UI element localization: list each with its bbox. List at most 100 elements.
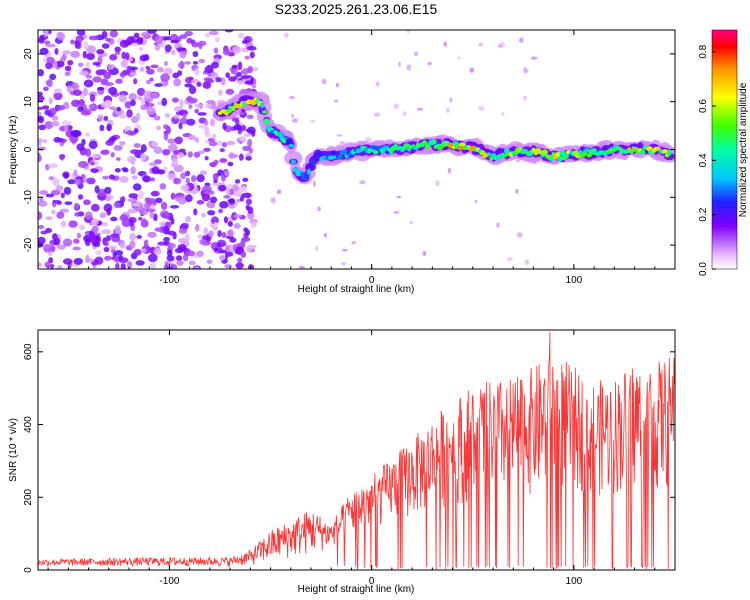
heatmap-noise-cell xyxy=(38,200,48,207)
heatmap-noise-cell xyxy=(99,124,105,132)
heatmap-ridge-cell xyxy=(422,140,428,146)
heatmap-noise-cell xyxy=(101,228,112,235)
heatmap-noise-cell xyxy=(180,172,187,180)
colorbar-tick-label: 0.2 xyxy=(698,207,709,221)
heatmap-noise-cell xyxy=(336,134,343,137)
heatmap-noise-cell xyxy=(238,153,244,161)
heatmap-noise-cell xyxy=(247,65,254,74)
heatmap-noise-cell xyxy=(524,259,530,265)
heatmap-noise-cell xyxy=(169,204,180,209)
heatmap-noise-cell xyxy=(194,103,203,108)
heatmap-noise-cell xyxy=(170,217,175,225)
heatmap-noise-cell xyxy=(202,81,212,89)
heatmap-noise-cell xyxy=(84,211,93,220)
heatmap-noise-cell xyxy=(292,118,298,123)
heatmap-noise-cell xyxy=(193,208,198,216)
heatmap-noise-cell xyxy=(203,227,209,235)
heatmap-noise-cell xyxy=(201,193,211,202)
heatmap-noise-cell xyxy=(198,58,206,64)
heatmap-noise-cell xyxy=(416,107,424,111)
heatmap-noise-cell xyxy=(163,132,169,141)
heatmap-noise-cell xyxy=(298,265,306,269)
heatmap-noise-cell xyxy=(393,211,400,214)
heatmap-noise-cell xyxy=(56,211,65,219)
heatmap-noise-cell xyxy=(118,114,128,119)
heatmap-noise-cell xyxy=(136,87,146,96)
chart-title: S233.2025.261.23.06.E15 xyxy=(275,1,438,17)
heatmap-noise-cell xyxy=(113,250,124,256)
heatmap-noise-cell xyxy=(109,245,117,250)
heatmap-noise-cell xyxy=(206,64,212,71)
heatmap-noise-cell xyxy=(56,244,66,250)
heatmap-noise-cell xyxy=(170,192,176,200)
heatmap-ridge-cell xyxy=(306,168,312,175)
heatmap-noise-cell xyxy=(187,134,196,141)
heatmap-noise-cell xyxy=(141,248,147,253)
heatmap-noise-cell xyxy=(139,55,148,62)
heatmap-noise-cell xyxy=(373,112,381,117)
heatmap-noise-cell xyxy=(164,112,170,118)
heatmap-noise-cell xyxy=(233,123,242,131)
heatmap-noise-cell xyxy=(375,81,380,87)
heatmap-noise-cell xyxy=(80,110,91,116)
heatmap-noise-cell xyxy=(515,158,521,163)
heatmap-noise-cell xyxy=(182,113,187,118)
heatmap-noise-cell xyxy=(143,90,153,100)
heatmap-noise-cell xyxy=(199,170,208,175)
heatmap-noise-cell xyxy=(48,163,59,168)
heatmap-noise-cell xyxy=(159,183,167,190)
heatmap-noise-cell xyxy=(241,185,247,193)
heatmap-noise-cell xyxy=(59,154,65,161)
heatmap-noise-cell xyxy=(246,114,254,119)
colorbar-tick-label: 0.8 xyxy=(698,44,709,58)
heatmap-noise-cell xyxy=(208,230,215,237)
heatmap-noise-cell xyxy=(70,50,80,58)
heatmap-noise-cell xyxy=(192,50,199,58)
heatmap-noise-cell xyxy=(163,61,169,66)
heatmap-noise-cell xyxy=(184,31,194,37)
heatmap-noise-cell xyxy=(165,126,171,135)
heatmap-noise-cell xyxy=(133,78,138,85)
colorbar: 0.0 0.2 0.4 0.6 0.8 Normalized spectral ampl… xyxy=(698,29,749,276)
heatmap-noise-cell xyxy=(38,124,46,131)
heatmap-noise-cell xyxy=(204,132,211,138)
heatmap-noise-cell xyxy=(40,230,48,235)
heatmap-noise-cell xyxy=(132,202,140,207)
heatmap-noise-cell xyxy=(232,46,242,54)
heatmap-noise-cell xyxy=(48,257,54,264)
heatmap-noise-cell xyxy=(70,99,81,108)
heatmap-noise-cell xyxy=(139,66,145,72)
heatmap-noise-cell xyxy=(249,51,255,59)
heatmap-noise-cell xyxy=(312,180,317,187)
snr-xtick-label: -100 xyxy=(159,576,179,587)
heatmap-noise-cell xyxy=(121,51,127,60)
heatmap-noise-cell xyxy=(132,183,142,191)
heatmap-noise-cell xyxy=(243,192,252,199)
heatmap-noise-cell xyxy=(206,79,215,84)
heatmap-noise-cell xyxy=(60,220,67,228)
heatmap-noise-cell xyxy=(38,142,42,147)
heatmap-noise-cell xyxy=(474,199,478,204)
snr-xtick-label: 0 xyxy=(369,576,375,587)
heatmap-noise-cell xyxy=(224,30,234,33)
heatmap-ridge-cell xyxy=(290,159,297,165)
heatmap-noise-cell xyxy=(393,103,400,110)
heatmap-noise-cell xyxy=(103,71,112,80)
heatmap-noise-cell xyxy=(105,99,113,107)
heatmap-noise-cell xyxy=(115,225,121,234)
heatmap-noise-cell xyxy=(210,118,215,127)
heatmap-noise-cell xyxy=(168,143,178,152)
heatmap-noise-cell xyxy=(83,40,89,50)
snr-axes: -100 0 100 0 200 400 600 xyxy=(23,330,676,587)
heatmap-noise-cell xyxy=(143,239,149,248)
heatmap-noise-cell xyxy=(71,83,78,89)
heatmap-noise-cell xyxy=(189,97,198,104)
heatmap-noise-cell xyxy=(127,155,137,164)
heatmap-noise-cell xyxy=(101,221,109,227)
heatmap-noise-cell xyxy=(43,86,49,91)
heatmap-noise-cell xyxy=(111,234,121,243)
heatmap-noise-cell xyxy=(190,78,200,84)
heatmap-noise-cell xyxy=(173,177,182,185)
heatmap-noise-cell xyxy=(39,190,49,195)
